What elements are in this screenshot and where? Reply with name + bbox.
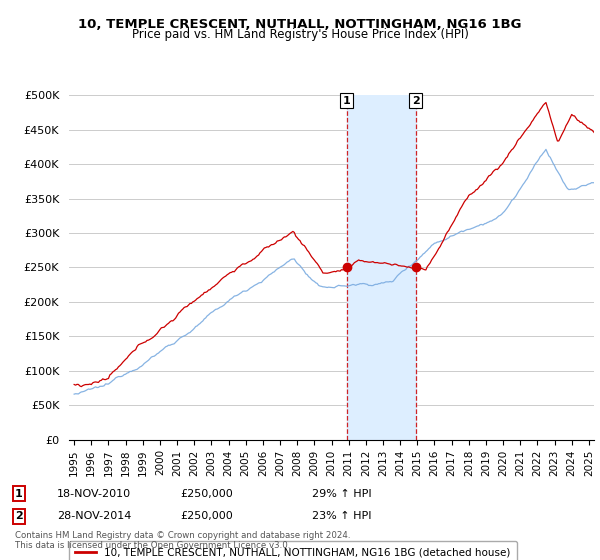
Text: £250,000: £250,000 <box>180 489 233 499</box>
Text: 29% ↑ HPI: 29% ↑ HPI <box>312 489 371 499</box>
Text: Price paid vs. HM Land Registry's House Price Index (HPI): Price paid vs. HM Land Registry's House … <box>131 28 469 41</box>
Text: 1: 1 <box>343 96 350 106</box>
Legend: 10, TEMPLE CRESCENT, NUTHALL, NOTTINGHAM, NG16 1BG (detached house), HPI: Averag: 10, TEMPLE CRESCENT, NUTHALL, NOTTINGHAM… <box>69 541 517 560</box>
Text: 2: 2 <box>15 511 23 521</box>
Text: 18-NOV-2010: 18-NOV-2010 <box>57 489 131 499</box>
Text: 2: 2 <box>412 96 419 106</box>
Text: 1: 1 <box>15 489 23 499</box>
Text: 23% ↑ HPI: 23% ↑ HPI <box>312 511 371 521</box>
Text: £250,000: £250,000 <box>180 511 233 521</box>
Text: 28-NOV-2014: 28-NOV-2014 <box>57 511 131 521</box>
Bar <box>347 95 416 440</box>
Text: 10, TEMPLE CRESCENT, NUTHALL, NOTTINGHAM, NG16 1BG: 10, TEMPLE CRESCENT, NUTHALL, NOTTINGHAM… <box>78 18 522 31</box>
Text: Contains HM Land Registry data © Crown copyright and database right 2024.
This d: Contains HM Land Registry data © Crown c… <box>15 530 350 550</box>
